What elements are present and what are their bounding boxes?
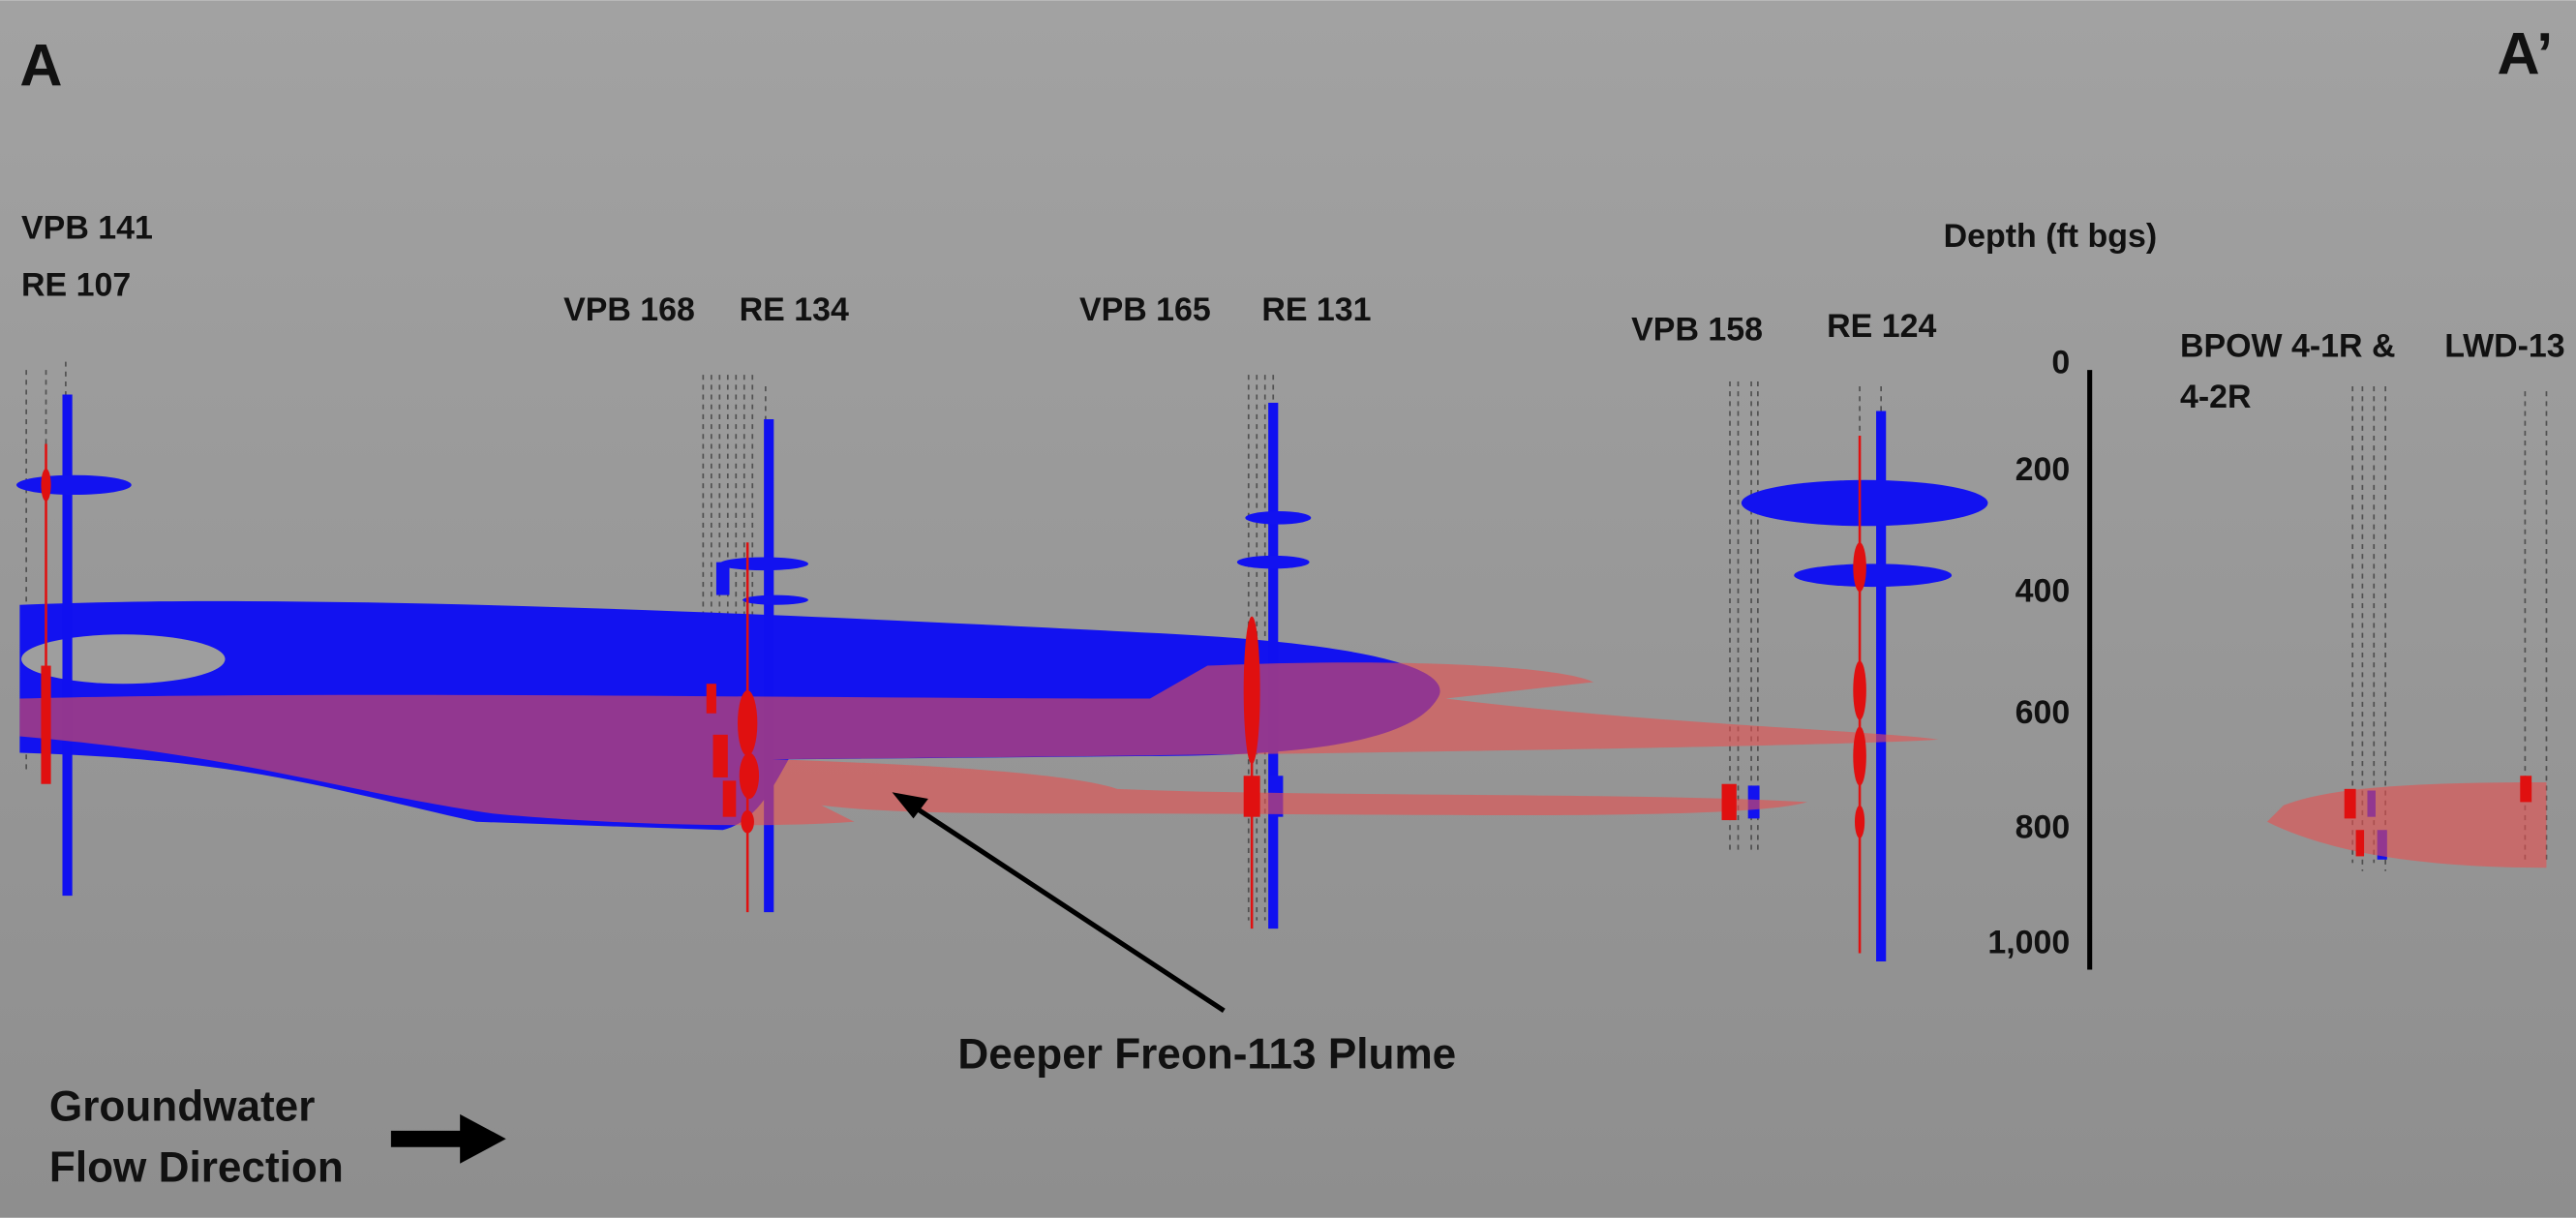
well-columns-red-part (741, 810, 754, 834)
annotation: Deeper Freon-113 Plume (957, 1030, 1456, 1078)
depth-axis-title: Depth (ft bgs) (1944, 218, 2158, 255)
legend-text: Groundwater (49, 1083, 315, 1131)
well-columns-red-part (41, 469, 50, 502)
well-columns-red-part (1244, 776, 1260, 816)
well-label: VPB 165 (1079, 291, 1211, 328)
well-columns-red-part (740, 752, 759, 799)
well-columns-red-part (1853, 660, 1866, 719)
well-columns-red-part (1853, 542, 1866, 592)
well-label: RE 134 (740, 291, 849, 328)
section-end: A’ (2498, 21, 2554, 87)
well-columns-red-part (2345, 789, 2356, 819)
well-columns-red-part (713, 735, 728, 777)
legend-text: Flow Direction (49, 1143, 344, 1191)
section-start: A (19, 32, 62, 98)
well-columns-red-part (1855, 806, 1864, 838)
well-label: LWD-13 (2444, 328, 2564, 365)
well-columns-red-part (1853, 726, 1866, 785)
well-columns-blue-part (1237, 556, 1310, 569)
plume-gap (21, 634, 225, 684)
well-columns-red-part (2520, 776, 2531, 802)
well-label: 4-2R (2180, 379, 2252, 415)
well-columns-blue-part (719, 558, 808, 571)
well-label: VPB 141 (21, 209, 153, 246)
well-label: VPB 168 (563, 291, 695, 328)
well-columns-blue-part (1245, 511, 1311, 525)
well-columns-red-part (723, 780, 737, 816)
well-columns-red-part (738, 690, 757, 756)
well-columns-red-part (1722, 784, 1737, 820)
depth-tick: 600 (2015, 694, 2071, 731)
depth-tick: 400 (2015, 572, 2071, 609)
well-label: BPOW 4-1R & (2180, 328, 2396, 365)
well-label: RE 124 (1827, 308, 1936, 345)
cross-section: A A’ VPB 141 RE 107 VPB 168 RE 134 VPB 1… (0, 0, 2576, 1218)
depth-tick: 800 (2015, 809, 2071, 846)
well-label: RE 131 (1261, 291, 1371, 328)
well-columns-red-part (707, 684, 716, 714)
well-columns-blue-part (16, 475, 132, 495)
well-columns-blue-part (1794, 563, 1952, 587)
depth-tick: 0 (2051, 344, 2070, 381)
well-columns-red-part (2356, 830, 2364, 856)
well-columns-blue-part (1742, 480, 1988, 527)
well-columns-red-part (41, 666, 50, 784)
depth-tick: 200 (2015, 451, 2071, 488)
well-label: RE 107 (21, 267, 131, 304)
well-columns-blue-part (742, 595, 808, 605)
page: A A’ VPB 141 RE 107 VPB 168 RE 134 VPB 1… (0, 0, 2576, 1218)
depth-tick: 1,000 (1987, 925, 2070, 961)
well-label: VPB 158 (1631, 312, 1763, 349)
well-columns-red-part (1244, 617, 1260, 765)
